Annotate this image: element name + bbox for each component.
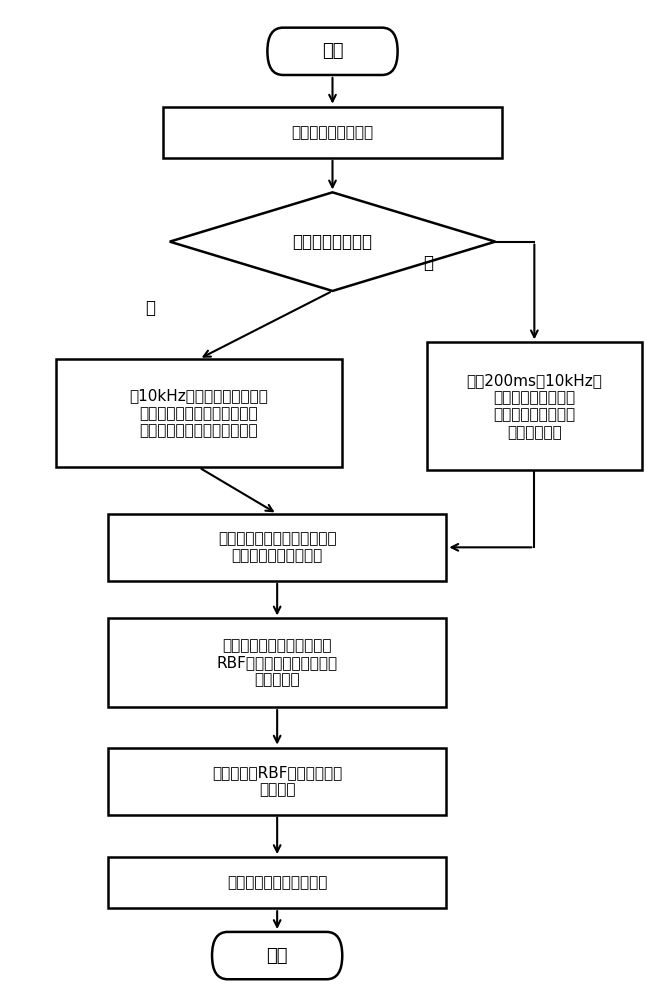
FancyBboxPatch shape — [108, 857, 446, 908]
FancyBboxPatch shape — [163, 107, 502, 158]
Text: 输出微电网故障诊断结果: 输出微电网故障诊断结果 — [227, 875, 327, 890]
Text: 计算小波奇异熵作为微电网
RBF神经网络故障诊断模型
的特征向量: 计算小波奇异熵作为微电网 RBF神经网络故障诊断模型 的特征向量 — [217, 638, 338, 688]
Text: 开始: 开始 — [267, 947, 288, 965]
Text: 输入微电网RBF神经网络故障
诊断模型: 输入微电网RBF神经网络故障 诊断模型 — [212, 765, 342, 797]
Text: 利用多小波包分解提取不同频
带的故障信号暂态分量: 利用多小波包分解提取不同频 带的故障信号暂态分量 — [218, 531, 336, 564]
Text: 以10kHz的频率采样故障前半
个周期和故障后半个周期的电
压电流信号并进行数据预处理: 以10kHz的频率采样故障前半 个周期和故障后半个周期的电 压电流信号并进行数据… — [130, 388, 269, 438]
Text: 微电网运行状态监控: 微电网运行状态监控 — [291, 125, 374, 140]
Text: 是: 是 — [145, 299, 155, 317]
Polygon shape — [170, 192, 495, 291]
Text: 是否发生内部故障: 是否发生内部故障 — [293, 233, 372, 251]
FancyBboxPatch shape — [267, 28, 398, 75]
FancyBboxPatch shape — [108, 514, 446, 581]
Text: 否: 否 — [424, 254, 434, 272]
FancyBboxPatch shape — [108, 748, 446, 815]
FancyBboxPatch shape — [427, 342, 642, 470]
FancyBboxPatch shape — [212, 932, 342, 979]
FancyBboxPatch shape — [56, 359, 342, 467]
Text: 开始: 开始 — [322, 42, 343, 60]
Text: 每隔200ms以10kHz的
频率采样一个周期内
的电压电流信号并进
行数据预处理: 每隔200ms以10kHz的 频率采样一个周期内 的电压电流信号并进 行数据预处… — [466, 373, 602, 440]
FancyBboxPatch shape — [108, 618, 446, 707]
